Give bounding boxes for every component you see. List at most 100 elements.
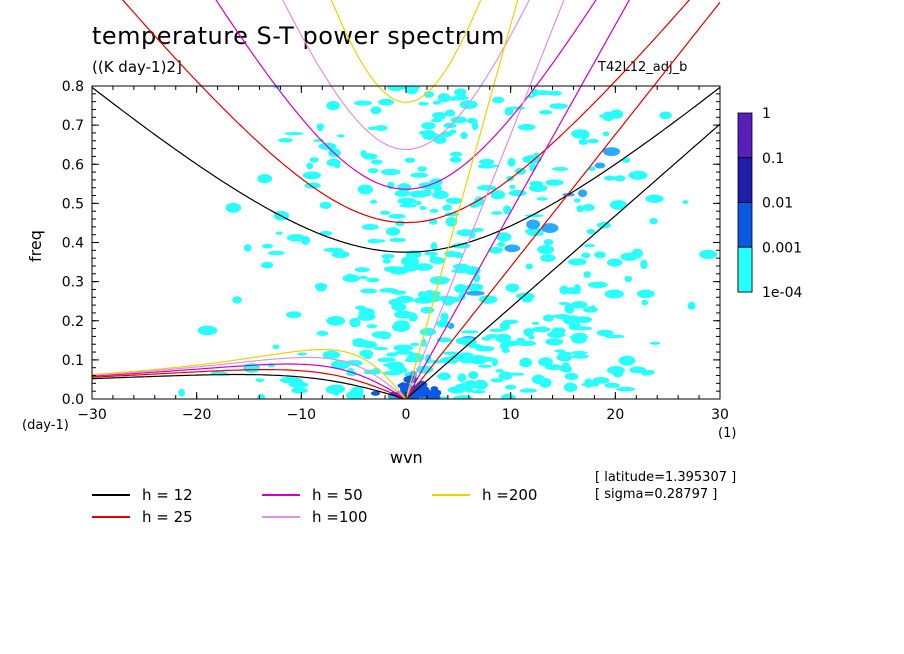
spectrum-patch [442, 204, 452, 211]
dispersion-curve-rossby [91, 348, 407, 400]
spectrum-patch [352, 338, 366, 346]
spectrum-patch [367, 168, 379, 174]
spectrum-patch [353, 100, 373, 106]
spectrum-patch [432, 190, 449, 200]
dispersion-curve-gravity [215, 0, 597, 190]
colorbar-segment [737, 246, 753, 293]
latitude-info: [ latitude=1.395307 ] [595, 470, 737, 485]
spectrum-patch [437, 372, 451, 381]
dispersion-curve-kelvin [405, 1, 721, 400]
spectrum-patch [502, 319, 519, 325]
spectrum-patch [564, 372, 579, 381]
spectrum-patch [594, 162, 606, 169]
spectrum-patch [425, 289, 434, 296]
spectrum-patch [225, 202, 242, 213]
spectrum-patch [417, 291, 427, 299]
chart-title: temperature S-T power spectrum [92, 22, 505, 50]
spectrum-patch [306, 162, 314, 170]
spectrum-patch [397, 313, 409, 319]
spectrum-patch [359, 275, 369, 280]
spectrum-patch [418, 130, 430, 135]
spectrum-patch [629, 366, 647, 374]
spectrum-patch [360, 288, 378, 294]
legend-swatch [92, 494, 130, 496]
spectrum-patch [346, 273, 353, 283]
colorbar-label: 1e-04 [762, 285, 802, 301]
dispersion-curve-rossby [91, 373, 407, 400]
spectrum-patch [490, 190, 506, 200]
spectrum-patch [559, 367, 571, 372]
spectrum-patch [453, 395, 473, 399]
dispersion-curve-kelvin [405, 0, 519, 400]
spectrum-patch [460, 131, 468, 140]
spectrum-patch [367, 126, 378, 130]
spectrum-patch [609, 109, 624, 119]
spectrum-patch [326, 316, 346, 326]
spectrum-patch [437, 93, 451, 103]
spectrum-patch [458, 355, 478, 364]
spectrum-patch [417, 166, 427, 172]
spectrum-patch [395, 220, 405, 227]
spectrum-patch [547, 331, 566, 339]
spectrum-patch [382, 258, 391, 264]
spectrum-patch [370, 159, 383, 165]
spectrum-patch [537, 245, 555, 255]
legend-swatch [432, 494, 470, 496]
colorbar-label: 0.01 [762, 196, 793, 212]
spectrum-patch [393, 320, 410, 328]
spectrum-patch [602, 147, 621, 156]
spectrum-patch [563, 382, 578, 393]
spectrum-patch [628, 170, 648, 180]
y-tick-label: 0.1 [62, 353, 84, 369]
spectrum-patch [644, 369, 655, 375]
spectrum-patch [387, 86, 405, 92]
spectrum-patch [390, 266, 406, 272]
spectrum-patch [354, 267, 370, 273]
legend-label: h = 50 [312, 486, 363, 504]
spectrum-patch [370, 390, 381, 396]
spectrum-patch [536, 197, 548, 201]
spectrum-patch [440, 131, 453, 138]
spectrum-patch [568, 317, 583, 323]
spectrum-patch [416, 365, 434, 374]
spectrum-patch [394, 190, 410, 197]
spectrum-patch [496, 232, 512, 242]
spectrum-patch [291, 387, 308, 394]
spectrum-patch [319, 201, 332, 209]
spectrum-patch [545, 179, 564, 186]
spectrum-patch [297, 352, 308, 356]
spectrum-patch [362, 153, 378, 160]
spectrum-patch [567, 287, 576, 292]
spectrum-patch [404, 358, 414, 363]
spectrum-patch [380, 168, 401, 176]
spectrum-patch [549, 103, 568, 110]
spectrum-patch [490, 378, 504, 383]
spectrum-patch [509, 184, 516, 189]
spectrum-patch [544, 364, 563, 371]
spectrum-patch [391, 303, 407, 312]
spectrum-patch [578, 138, 589, 146]
spectrum-patch [403, 375, 418, 384]
colorbar-label: 1 [762, 106, 771, 122]
spectrum-patch [403, 262, 419, 272]
dispersion-curve-kelvin [405, 0, 630, 400]
spectrum-field [178, 86, 718, 399]
spectrum-patch [316, 330, 329, 336]
spectrum-patch [525, 263, 534, 270]
spectrum-patch [641, 299, 649, 306]
spectrum-patch [473, 273, 481, 283]
colorbar: 1 0.1 0.01 0.001 1e-04 [737, 106, 802, 301]
spectrum-patch [581, 382, 600, 387]
spectrum-patch [379, 288, 398, 293]
spectrum-patch [495, 333, 512, 343]
spectrum-patch [543, 238, 554, 246]
spectrum-patch [374, 125, 388, 132]
spectrum-patch [492, 96, 505, 104]
spectrum-patch [397, 197, 417, 205]
spectrum-patch [468, 371, 479, 380]
spectrum-patch [519, 388, 538, 393]
legend-item: h =200 [432, 486, 537, 504]
dispersion-curve-kelvin [405, 0, 565, 400]
spectrum-patch [326, 100, 340, 111]
spectrum-patch [404, 157, 416, 163]
